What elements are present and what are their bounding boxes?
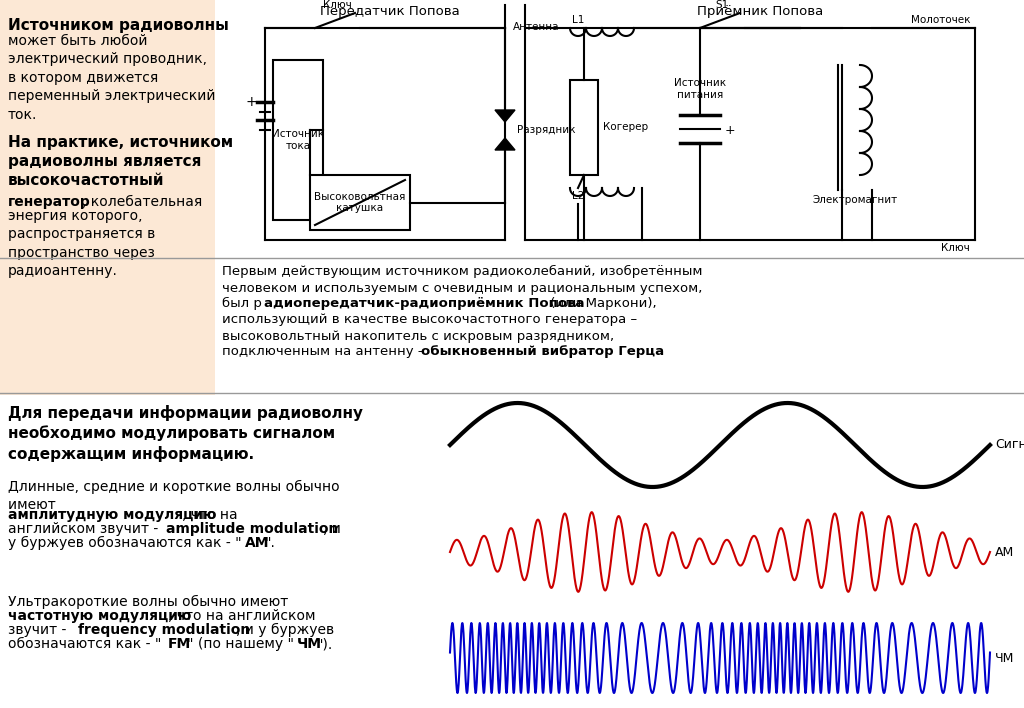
Text: ").: "). — [317, 637, 333, 651]
Text: Сигнал: Сигнал — [995, 438, 1024, 452]
Text: Приёмник Попова: Приёмник Попова — [697, 5, 823, 18]
Text: L2: L2 — [572, 191, 585, 201]
Text: " (по нашему ": " (по нашему " — [187, 637, 294, 651]
Text: английском звучит -: английском звучит - — [8, 522, 163, 536]
Text: Источник
питания: Источник питания — [674, 79, 726, 100]
Text: FM: FM — [168, 637, 191, 651]
Text: ЧМ: ЧМ — [297, 637, 322, 651]
Text: использующий в качестве высокочастотного генератора –
высоковольтный накопитель : использующий в качестве высокочастотного… — [222, 313, 637, 343]
Text: , и: , и — [323, 522, 341, 536]
Text: , что на английском: , что на английском — [168, 609, 315, 623]
Text: Антенна: Антенна — [513, 22, 559, 32]
Text: Молоточек: Молоточек — [910, 15, 970, 25]
Text: Высоковольтная
катушка: Высоковольтная катушка — [314, 192, 406, 213]
Text: Электромагнит: Электромагнит — [812, 195, 898, 205]
Text: Разрядник: Разрядник — [517, 125, 575, 135]
Text: Когерер: Когерер — [603, 122, 648, 132]
Text: амплитудную модуляцию: амплитудную модуляцию — [8, 508, 216, 522]
Text: На практике, источником
радиоволны является
высокочастотный: На практике, источником радиоволны являе… — [8, 135, 233, 188]
Text: энергия которого,
распространяется в
пространство через
радиоантенну.: энергия которого, распространяется в про… — [8, 209, 156, 278]
Polygon shape — [495, 138, 515, 150]
Text: Ключ: Ключ — [941, 243, 970, 253]
Text: Ультракороткие волны обычно имеют: Ультракороткие волны обычно имеют — [8, 595, 288, 609]
Text: S1: S1 — [716, 0, 729, 10]
Text: Источником радиоволны: Источником радиоволны — [8, 18, 229, 33]
Text: может быть любой
электрический проводник,
в котором движется
переменный электрич: может быть любой электрический проводник… — [8, 34, 215, 122]
Text: ЧМ: ЧМ — [995, 651, 1015, 665]
Text: Для передачи информации радиоволну
необходимо модулировать сигналом
содержащим и: Для передачи информации радиоволну необх… — [8, 405, 362, 462]
Text: генератор: генератор — [8, 195, 91, 209]
Text: АМ: АМ — [995, 545, 1014, 559]
Bar — [570, 80, 598, 175]
Text: frequency modulation: frequency modulation — [78, 623, 250, 637]
Text: +: + — [725, 123, 735, 137]
Text: подключенным на антенну -: подключенным на антенну - — [222, 345, 427, 358]
Text: ".: ". — [265, 536, 275, 550]
Bar — [273, 60, 323, 220]
Bar — [0, 0, 215, 395]
Bar — [310, 175, 410, 230]
Text: адиопередатчик-радиоприёмник Попова: адиопередатчик-радиоприёмник Попова — [264, 297, 585, 310]
Text: у буржуев обозначаются как - ": у буржуев обозначаются как - " — [8, 536, 242, 550]
Text: +: + — [245, 95, 257, 109]
Text: звучит -: звучит - — [8, 623, 71, 637]
Text: , колебательная: , колебательная — [82, 195, 203, 209]
Text: , и у буржуев: , и у буржуев — [236, 623, 334, 637]
Polygon shape — [495, 110, 515, 122]
Text: , что на: , что на — [182, 508, 238, 522]
Text: обыкновенный вибратор Герца: обыкновенный вибратор Герца — [421, 345, 665, 358]
Text: amplitude modulation: amplitude modulation — [166, 522, 338, 536]
Text: частотную модуляцию: частотную модуляцию — [8, 609, 191, 623]
Text: Длинные, средние и короткие волны обычно
имеют: Длинные, средние и короткие волны обычно… — [8, 480, 340, 513]
Text: (или Маркони),: (или Маркони), — [546, 297, 656, 310]
Text: L1: L1 — [572, 15, 585, 25]
Text: Первым действующим источником радиоколебаний, изобретённым
человеком и используе: Первым действующим источником радиоколеб… — [222, 265, 702, 295]
Text: обозначаются как - ": обозначаются как - " — [8, 637, 162, 651]
Text: Передатчик Попова: Передатчик Попова — [321, 5, 460, 18]
Text: Источник
тока: Источник тока — [272, 129, 324, 151]
Text: Ключ: Ключ — [324, 0, 352, 10]
Text: был р: был р — [222, 297, 262, 310]
Text: АМ: АМ — [245, 536, 269, 550]
